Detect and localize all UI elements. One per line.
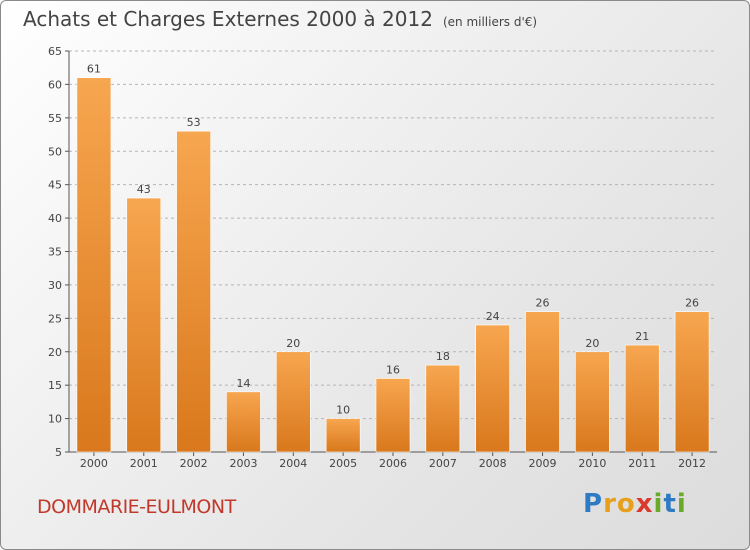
bar-2004 [276,351,311,453]
bar-2005 [325,418,361,453]
x-tick-label: 2002 [180,457,208,470]
logo-letter: t [663,489,677,519]
y-tick-label: 50 [48,145,62,158]
value-label-2004: 20 [286,337,300,350]
y-tick-label: 5 [55,446,62,459]
value-label-2008: 24 [486,310,500,323]
y-tick-label: 25 [48,312,62,325]
bars [76,77,710,453]
town-name: DOMMARIE-EULMONT [37,496,236,518]
x-tick-label: 2012 [678,457,706,470]
chart-subtitle: (en milliers d'€) [442,15,538,29]
value-label-2009: 26 [536,297,550,310]
x-tick-label: 2000 [80,457,108,470]
title-row: Achats et Charges Externes 2000 à 2012 (e… [23,7,537,31]
proxiti-logo: Proxiti [583,489,687,519]
x-tick-label: 2005 [329,457,357,470]
x-tick-label: 2009 [529,457,557,470]
x-tick-label: 2001 [130,457,158,470]
bar-2007 [425,364,461,453]
x-tick-label: 2003 [229,457,257,470]
x-tick-label: 2006 [379,457,407,470]
y-tick-label: 10 [48,413,62,426]
bar-2001 [126,197,162,453]
value-label-2001: 43 [137,183,151,196]
y-tick-label: 55 [48,112,62,125]
value-label-2012: 26 [685,297,699,310]
logo-letter: i [653,489,664,519]
y-tick-label: 35 [48,246,62,259]
bar-2011 [624,344,660,453]
x-tick-label: 2004 [279,457,307,470]
bar-2003 [226,391,261,453]
value-label-2003: 14 [236,377,250,390]
x-tick-label: 2011 [628,457,656,470]
value-label-2000: 61 [87,63,101,76]
bar-2012 [674,311,710,453]
x-tick-label: 2010 [578,457,606,470]
logo-letter: P [583,489,604,519]
bar-2009 [525,311,560,453]
logo-letter: i [676,489,687,519]
x-tick-label: 2007 [429,457,457,470]
bar-2008 [475,324,510,453]
bar-2000 [76,77,112,453]
value-label-2010: 20 [585,337,599,350]
y-tick-label: 65 [48,45,62,58]
y-tick-label: 20 [48,346,62,359]
logo-letter: r [603,489,617,519]
logo-letter: o [616,489,636,519]
value-label-2005: 10 [336,404,350,417]
labels: 5 10 15 20 25 30 35 40 45 50 55 60 65 61 2000 43 2001 53 2… [48,45,706,470]
value-label-2006: 16 [386,363,400,376]
y-tick-label: 15 [48,379,62,392]
y-tick-label: 40 [48,212,62,225]
logo-letter: x [635,489,654,519]
bar-2002 [176,130,211,453]
value-label-2002: 53 [187,116,201,129]
y-tick-label: 60 [48,78,62,91]
x-tick-label: 2008 [479,457,507,470]
value-label-2007: 18 [436,350,450,363]
y-tick-label: 30 [48,279,62,292]
value-label-2011: 21 [635,330,649,343]
bar-2006 [375,378,411,453]
chart-title: Achats et Charges Externes 2000 à 2012 [23,7,433,31]
bar-2010 [575,351,610,453]
y-tick-label: 45 [48,179,62,192]
